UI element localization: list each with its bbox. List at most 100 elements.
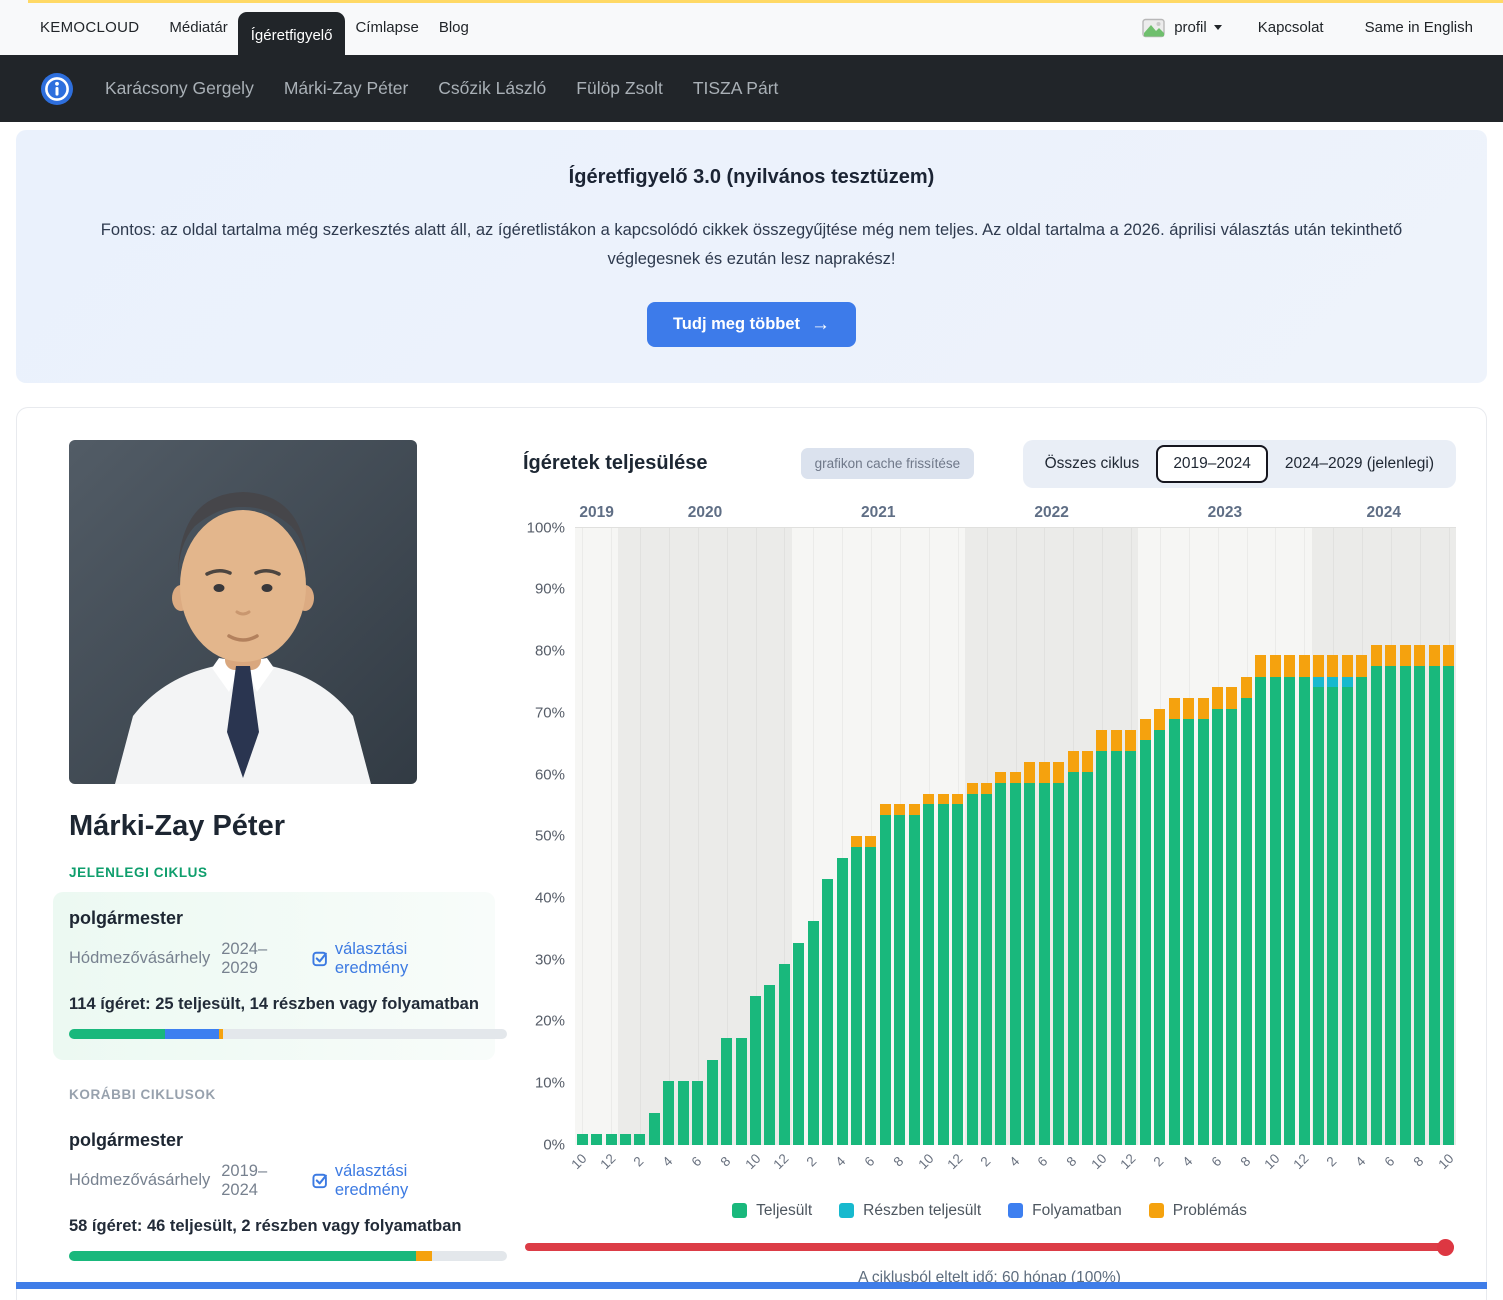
bar-2021-04[interactable] — [836, 528, 848, 1145]
bar-2021-05[interactable] — [851, 528, 863, 1145]
election-result-link[interactable]: választási eredmény — [312, 1162, 479, 1200]
bar-2019-11[interactable] — [591, 528, 603, 1145]
bar-2020-05[interactable] — [677, 528, 689, 1145]
nav-item-blog[interactable]: Blog — [438, 19, 469, 36]
segment-teljesült — [1298, 676, 1310, 1145]
bar-2024-08[interactable] — [1414, 528, 1426, 1145]
time-slider-track[interactable] — [525, 1242, 1454, 1251]
info-circle-icon[interactable] — [40, 72, 74, 106]
cycle-tab[interactable]: Összes ciklus — [1028, 445, 1157, 483]
bar-2024-06[interactable] — [1385, 528, 1397, 1145]
bar-2024-05[interactable] — [1370, 528, 1382, 1145]
bar-2022-07[interactable] — [1053, 528, 1065, 1145]
bar-2024-01[interactable] — [1313, 528, 1325, 1145]
bar-2022-06[interactable] — [1038, 528, 1050, 1145]
bar-2020-06[interactable] — [692, 528, 704, 1145]
bar-2022-03[interactable] — [995, 528, 1007, 1145]
bar-2024-03[interactable] — [1341, 528, 1353, 1145]
nav-item-médiatár[interactable]: Médiatár — [169, 19, 228, 36]
cycle-tab[interactable]: 2024–2029 (jelenlegi) — [1268, 445, 1451, 483]
bar-2021-08[interactable] — [894, 528, 906, 1145]
bar-2022-01[interactable] — [966, 528, 978, 1145]
bar-2024-02[interactable] — [1327, 528, 1339, 1145]
bar-2023-06[interactable] — [1211, 528, 1223, 1145]
bar-2024-07[interactable] — [1399, 528, 1411, 1145]
x-tick-label: 10 — [1435, 1150, 1457, 1172]
bar-2022-10[interactable] — [1096, 528, 1108, 1145]
subnav-item[interactable]: TISZA Párt — [692, 78, 779, 98]
segment-teljesült — [677, 1080, 689, 1145]
subnav-item[interactable]: Karácsony Gergely — [105, 78, 254, 98]
bar-2021-10[interactable] — [923, 528, 935, 1145]
bar-2021-01[interactable] — [793, 528, 805, 1145]
bar-2023-05[interactable] — [1197, 528, 1209, 1145]
bar-2022-12[interactable] — [1125, 528, 1137, 1145]
bar-2023-02[interactable] — [1154, 528, 1166, 1145]
learn-more-button[interactable]: Tudj meg többet → — [646, 301, 857, 347]
x-tick-label: 6 — [861, 1153, 878, 1170]
bar-2022-02[interactable] — [980, 528, 992, 1145]
bar-2023-12[interactable] — [1298, 528, 1310, 1145]
bar-2020-08[interactable] — [721, 528, 733, 1145]
bar-2022-09[interactable] — [1082, 528, 1094, 1145]
bar-2021-07[interactable] — [879, 528, 891, 1145]
bar-2020-04[interactable] — [663, 528, 675, 1145]
bar-2020-02[interactable] — [634, 528, 646, 1145]
bar-2020-12[interactable] — [778, 528, 790, 1145]
nav-item-ígéretfigyelő[interactable]: Ígéretfigyelő — [237, 12, 346, 65]
gridline-vertical — [871, 527, 873, 1145]
bar-2019-12[interactable] — [605, 528, 617, 1145]
bar-2023-04[interactable] — [1183, 528, 1195, 1145]
subnav-item[interactable]: Márki-Zay Péter — [283, 78, 409, 98]
nav-same-in-english[interactable]: Same in English — [1364, 19, 1473, 36]
bar-2022-04[interactable] — [1009, 528, 1021, 1145]
bar-2024-09[interactable] — [1428, 528, 1440, 1145]
bar-2023-07[interactable] — [1226, 528, 1238, 1145]
bar-2022-11[interactable] — [1110, 528, 1122, 1145]
election-result-link[interactable]: választási eredmény — [312, 940, 479, 978]
bar-2022-05[interactable] — [1024, 528, 1036, 1145]
x-tick-label: 10 — [568, 1150, 590, 1172]
time-slider-handle[interactable] — [1437, 1238, 1454, 1256]
segment-teljesült — [706, 1059, 718, 1145]
bar-2021-09[interactable] — [908, 528, 920, 1145]
bar-2023-11[interactable] — [1284, 528, 1296, 1145]
subnav-item[interactable]: Csőzik László — [438, 78, 547, 98]
bar-2020-07[interactable] — [706, 528, 718, 1145]
segment-problémás — [1096, 729, 1108, 752]
legend-item-részben-teljesült[interactable]: Részben teljesült — [839, 1202, 981, 1220]
cycle-tab[interactable]: 2019–2024 — [1156, 444, 1268, 483]
bar-2023-03[interactable] — [1168, 528, 1180, 1145]
nav-item-címlapse[interactable]: Címlapse — [355, 19, 419, 36]
refresh-cache-button[interactable]: grafikon cache frissítése — [800, 448, 975, 480]
bar-2020-09[interactable] — [735, 528, 747, 1145]
bar-2023-08[interactable] — [1240, 528, 1252, 1145]
segment-problémás — [1269, 655, 1281, 677]
bar-2020-01[interactable] — [620, 528, 632, 1145]
bar-2020-03[interactable] — [648, 528, 660, 1145]
legend-item-teljesült[interactable]: Teljesült — [732, 1202, 812, 1220]
bar-2020-11[interactable] — [764, 528, 776, 1145]
gridline-vertical — [697, 527, 699, 1145]
bar-2021-11[interactable] — [937, 528, 949, 1145]
legend-item-problémás[interactable]: Problémás — [1148, 1202, 1247, 1220]
bar-2024-04[interactable] — [1356, 528, 1368, 1145]
bar-2020-10[interactable] — [749, 528, 761, 1145]
election-result-label: választási eredmény — [334, 1161, 409, 1199]
bar-2021-06[interactable] — [865, 528, 877, 1145]
legend-item-folyamatban[interactable]: Folyamatban — [1008, 1202, 1122, 1220]
bar-2019-10[interactable] — [576, 528, 588, 1145]
bar-2023-10[interactable] — [1269, 528, 1281, 1145]
subnav-item[interactable]: Fülöp Zsolt — [576, 78, 663, 98]
bar-2024-10[interactable] — [1442, 528, 1454, 1145]
nav-kapcsolat[interactable]: Kapcsolat — [1257, 19, 1324, 36]
bar-2021-02[interactable] — [807, 528, 819, 1145]
bar-2023-01[interactable] — [1139, 528, 1151, 1145]
bar-2022-08[interactable] — [1067, 528, 1079, 1145]
chart-column: Ígéretek teljesülése grafikon cache fris… — [523, 439, 1457, 1300]
bar-2021-12[interactable] — [952, 528, 964, 1145]
brand-link[interactable]: KEMOCLOUD — [40, 19, 140, 36]
bar-2023-09[interactable] — [1255, 528, 1267, 1145]
profile-menu[interactable]: profil — [1174, 19, 1222, 36]
bar-2021-03[interactable] — [822, 528, 834, 1145]
